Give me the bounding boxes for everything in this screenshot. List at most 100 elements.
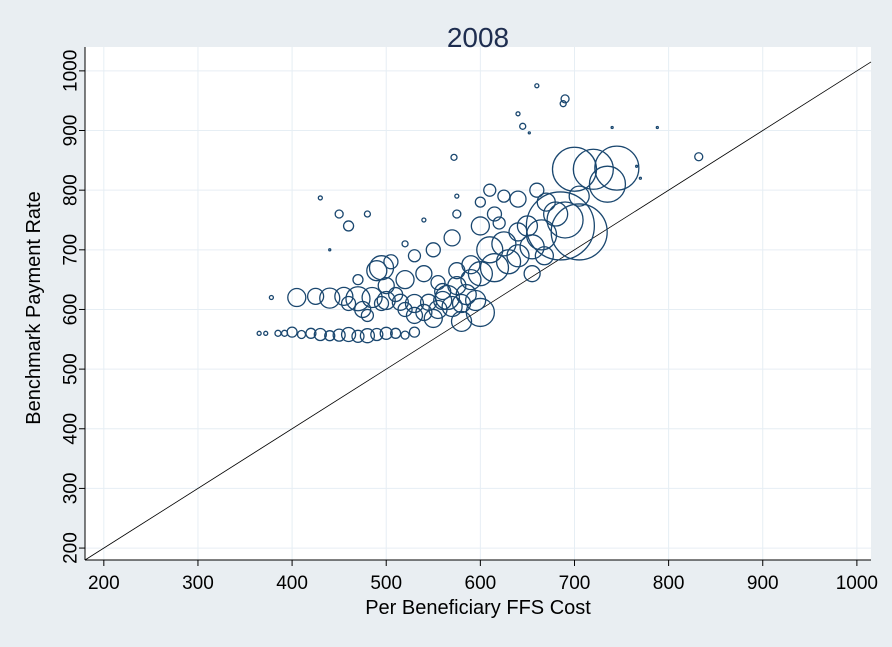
data-point [256,330,262,336]
data-point [497,189,511,203]
data-point [383,254,399,270]
data-point [313,327,327,342]
data-point [559,100,567,108]
data-point [550,203,608,261]
data-point [634,164,639,168]
data-point [529,182,545,198]
data-point [334,286,354,306]
y-tick-label: 200 [61,532,82,564]
data-point [377,276,395,295]
data-point [360,308,375,323]
data-point [359,328,376,344]
y-tick-label: 300 [61,473,82,505]
data-point [560,94,570,104]
data-point [543,201,569,227]
y-tick-label: 600 [61,294,82,326]
data-point [405,306,424,325]
data-point [352,273,364,286]
x-tick-label: 1000 [836,573,878,594]
data-point [491,231,517,257]
y-tick-label: 1000 [61,50,82,92]
data-point [370,327,384,342]
x-axis-label: Per Beneficiary FFS Cost [365,597,591,619]
data-point [594,145,640,191]
data-point [319,287,341,309]
data-point [351,329,365,343]
data-point [450,153,458,162]
data-point [568,185,590,207]
data-point [342,220,355,232]
x-tick-label: 700 [559,573,591,594]
data-point [483,183,497,197]
plot-area [85,47,871,560]
data-point [408,326,421,338]
data-point [361,286,383,309]
data-point [534,246,555,266]
data-point [452,209,462,219]
data-point [694,152,704,162]
data-point [407,249,422,263]
x-tick-label: 600 [465,573,497,594]
data-point [460,268,482,291]
y-tick-label: 700 [61,234,82,266]
data-point [454,193,460,199]
data-point [391,293,409,311]
data-point [492,216,506,230]
data-point [415,265,433,283]
data-point [515,111,521,117]
data-point [363,210,372,218]
data-point [334,209,344,219]
data-point [305,327,317,339]
reference-line [84,61,872,561]
data-point [519,122,527,130]
data-point [486,206,503,222]
y-tick-label: 400 [61,413,82,445]
data-point [263,330,269,336]
data-point [379,326,393,340]
data-point [287,287,307,308]
data-point [655,125,659,130]
data-point [474,196,487,208]
y-tick-label: 900 [61,115,82,147]
data-point [546,201,584,239]
grid-lines [85,47,871,560]
data-point [588,165,627,203]
y-axis-ticks: 200 300 400 500 600 700 800 900 1000 [61,50,85,564]
data-point [572,148,614,190]
x-tick-label: 300 [182,573,214,594]
data-points [256,83,704,344]
data-point [340,326,357,343]
data-point [387,286,404,303]
data-point [461,255,481,275]
data-point [638,176,643,180]
data-point [455,283,477,306]
data-point [421,217,427,223]
data-point [268,294,275,301]
data-point [525,191,596,261]
data-point [354,300,372,319]
data-point [373,295,390,312]
data-point [434,284,461,311]
data-point [523,265,541,283]
data-point [516,215,539,237]
x-tick-label: 800 [653,573,685,594]
data-point [340,295,357,312]
data-point [286,326,298,338]
y-tick-label: 500 [61,353,82,385]
chart-title: 2008 [447,22,509,53]
data-point [509,190,527,208]
data-point [345,286,371,312]
data-point [401,240,409,248]
x-tick-label: 500 [370,573,402,594]
data-point [476,236,504,264]
data-point [450,310,473,333]
data-point [443,229,461,247]
x-tick-label: 400 [276,573,308,594]
data-point [423,308,443,329]
data-point [332,328,346,342]
x-tick-label: 200 [88,573,120,594]
data-point [397,301,413,318]
data-point [479,253,510,283]
